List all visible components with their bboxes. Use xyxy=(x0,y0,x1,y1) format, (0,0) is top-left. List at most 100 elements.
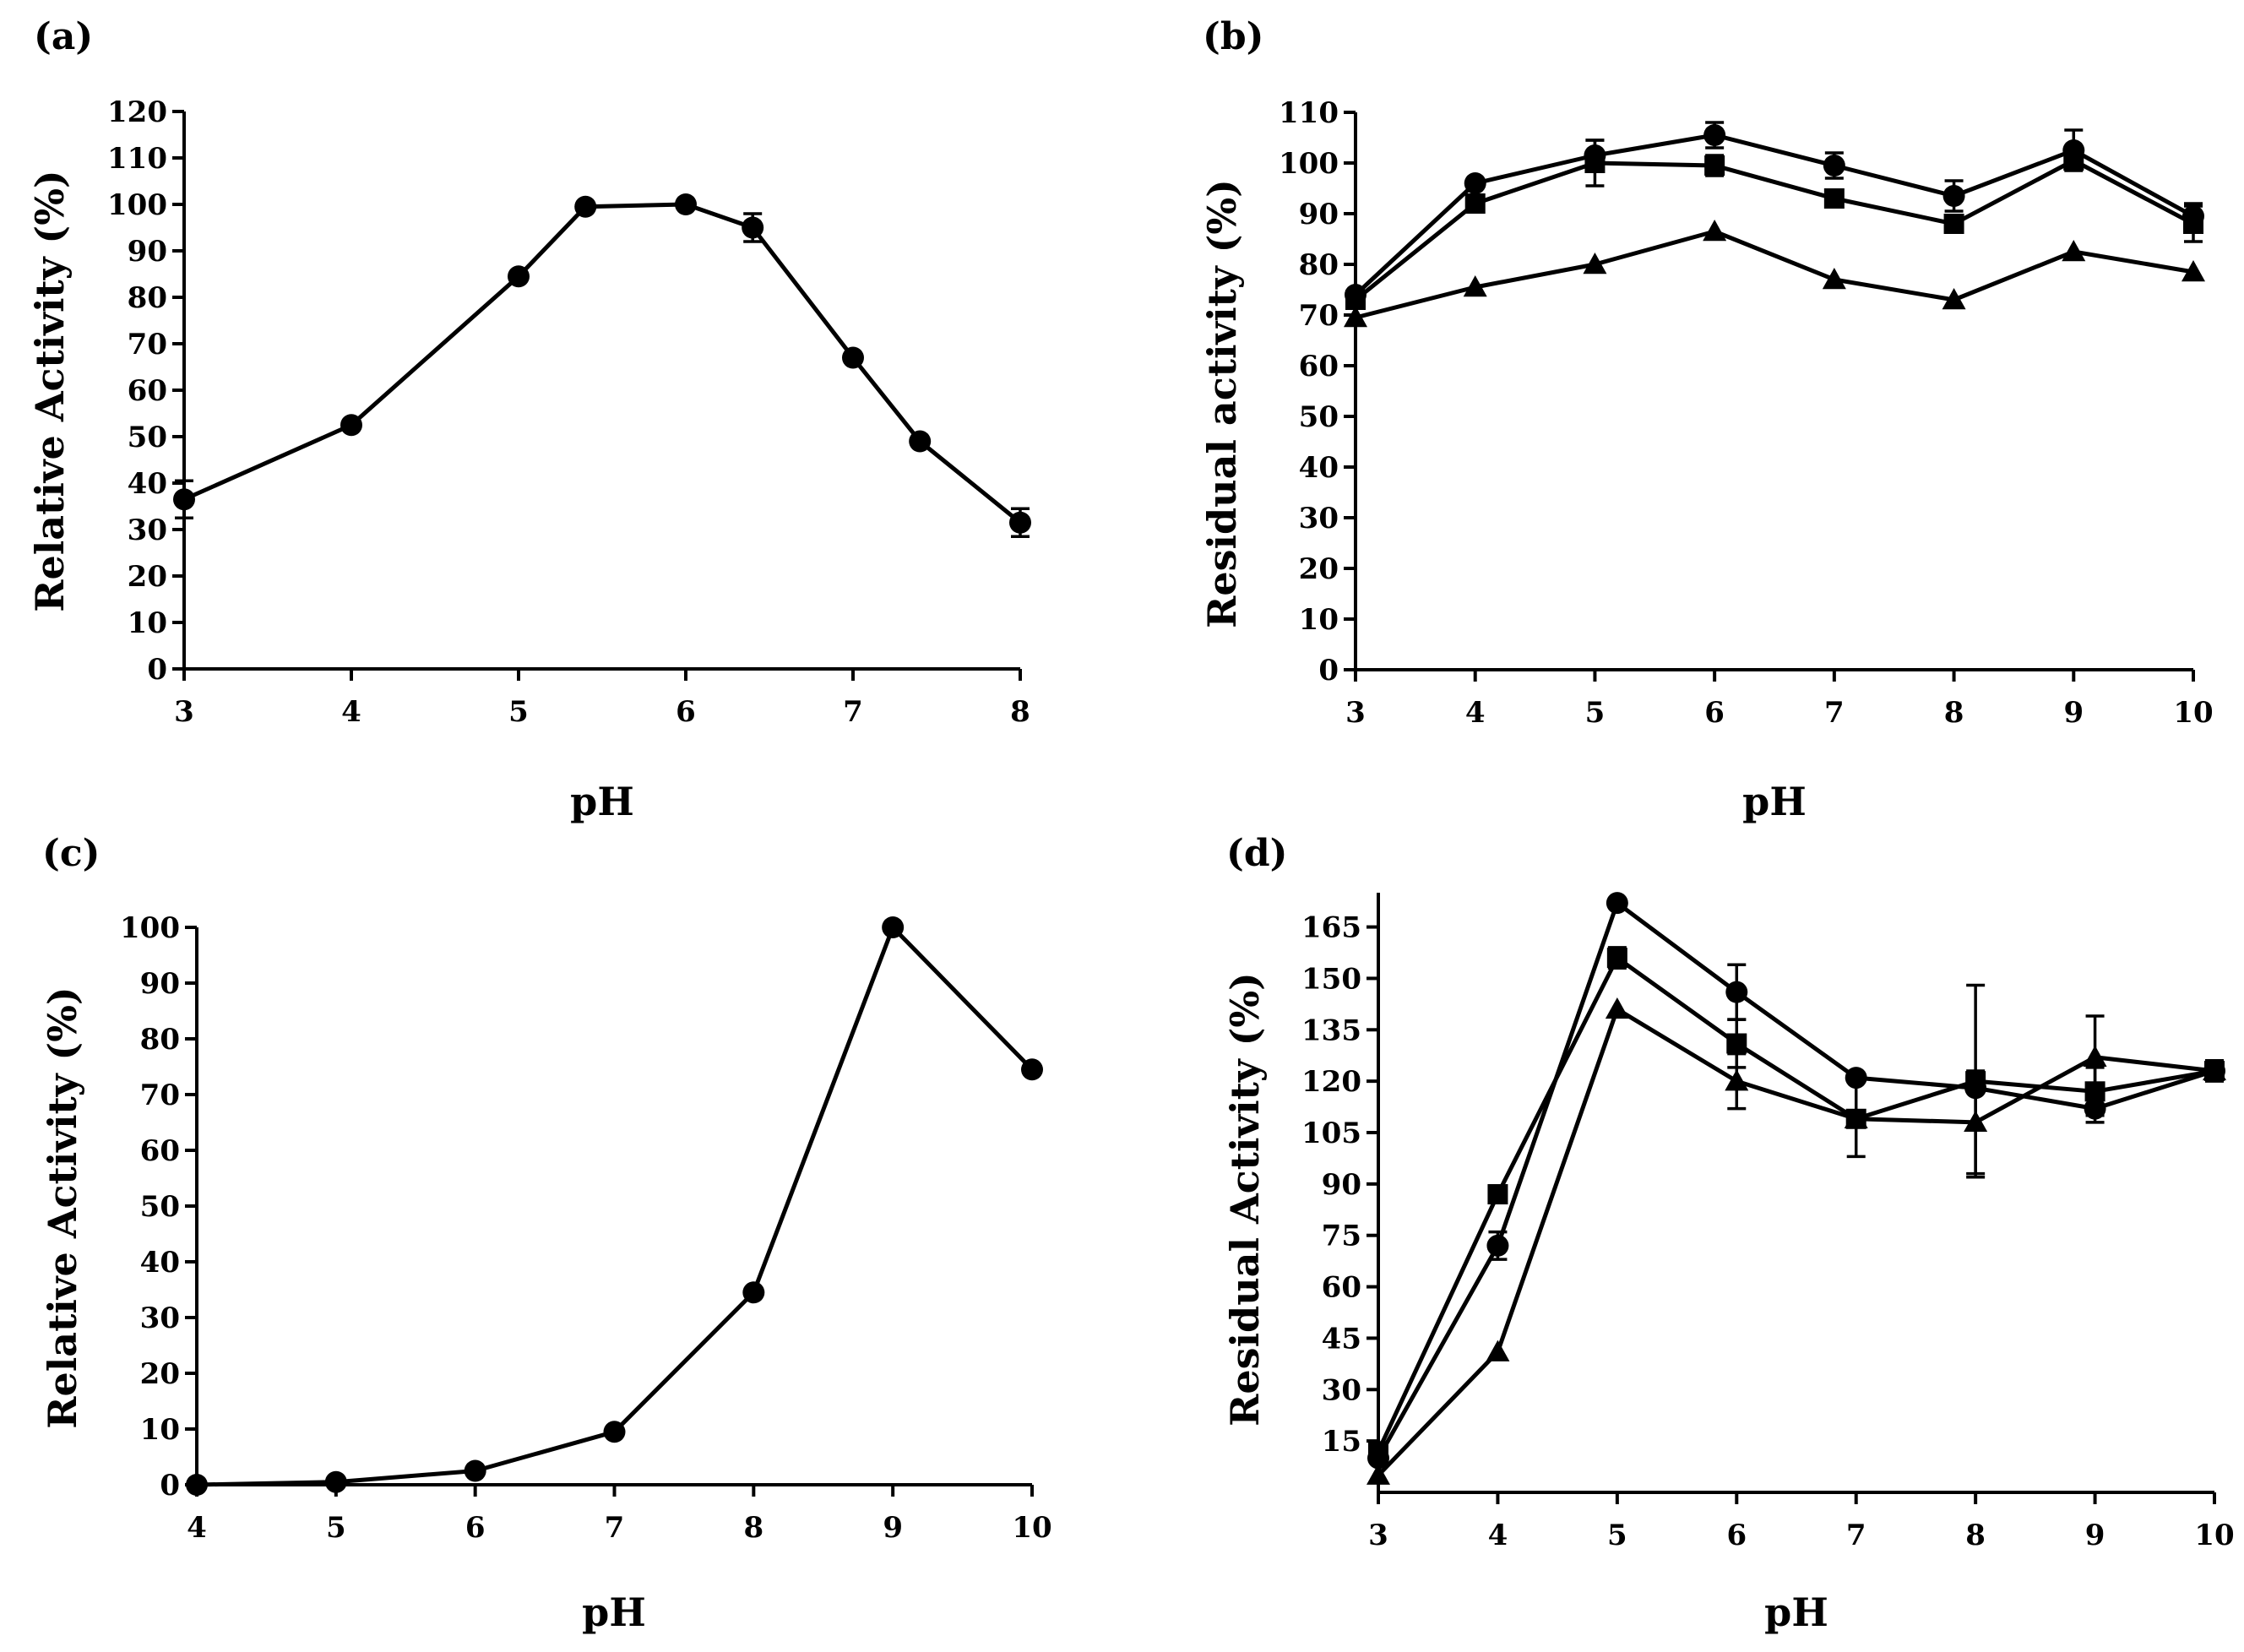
panel-b-y-tick-label: 90 xyxy=(1299,198,1339,231)
panel-c-y-tick-label: 60 xyxy=(140,1134,180,1168)
panel-a-series-circle-line xyxy=(182,202,1022,524)
panel-c-x-axis-title: pH xyxy=(582,1590,646,1635)
panel-d-y-tick-label: 60 xyxy=(1322,1271,1361,1305)
panel-d-y-tick-label: 90 xyxy=(1322,1168,1361,1202)
panel-a-y-tick-label: 0 xyxy=(147,653,167,687)
panel-d-square-point xyxy=(1726,1033,1747,1054)
panel-b: (b) pH Residual activity (%) 0 10 20 30 40 50… xyxy=(1199,15,2214,824)
panel-b-circle-point xyxy=(1942,185,1965,207)
panel-d-triangle-point xyxy=(1844,1106,1868,1128)
panel-b-circle-point xyxy=(1823,155,1845,177)
panel-c-x-tick-label: 8 xyxy=(743,1511,763,1545)
panel-a-circle-point xyxy=(1009,511,1031,534)
panel-c-y-tick-label: 50 xyxy=(140,1190,180,1224)
panel-b-y-tick-label: 110 xyxy=(1279,96,1339,130)
panel-d-square-point xyxy=(1487,1184,1508,1205)
panel-a-y-tick-label: 120 xyxy=(107,95,167,129)
panel-d-x-tick-label: 3 xyxy=(1368,1519,1388,1552)
panel-b-x-tick-label: 8 xyxy=(1944,696,1964,730)
panel-a-circle-point xyxy=(340,414,362,437)
panel-b-y-tick-label: 0 xyxy=(1318,654,1339,687)
panel-a-y-tick-label: 60 xyxy=(128,374,167,408)
panel-b-triangle-point xyxy=(2182,260,2205,282)
panel-c-circle-point xyxy=(1021,1058,1043,1081)
panel-c-x-tick-label: 5 xyxy=(326,1511,346,1545)
panel-a-y-tick-label: 10 xyxy=(128,606,167,640)
panel-a-x-tick-label: 6 xyxy=(676,695,696,729)
panel-b-square-point xyxy=(1823,188,1845,209)
panel-c-y-tick-label: 70 xyxy=(140,1079,180,1112)
panel-b-x-tick-label: 6 xyxy=(1704,696,1725,730)
panel-a-y-tick-label: 90 xyxy=(128,235,167,269)
panel-a-y-tick-label: 40 xyxy=(128,467,167,501)
panel-d-y-tick-label: 120 xyxy=(1301,1065,1361,1099)
panel-d-triangle-point xyxy=(1964,1110,1988,1133)
panel-d-circle-point xyxy=(1606,892,1628,915)
panel-b-y-tick-label: 30 xyxy=(1299,502,1339,535)
panel-a-x-tick-label: 5 xyxy=(508,695,529,729)
panel-b-triangle-point xyxy=(1344,306,1367,328)
panel-c-circle-point xyxy=(882,916,905,938)
panel-d-series-triangle xyxy=(1367,997,2226,1485)
panel-b-triangle-point xyxy=(1703,220,1727,242)
panel-b-y-tick-label: 100 xyxy=(1279,147,1339,181)
panel-d-y-tick-label: 30 xyxy=(1322,1373,1361,1407)
panel-c: (c) pH Relative Activity (%) 0 10 20 30 40 50… xyxy=(40,832,1052,1635)
panel-a-y-tick-label: 30 xyxy=(128,514,167,547)
panel-b-y-tick-label: 40 xyxy=(1299,451,1339,485)
panel-b-x-tick-label: 7 xyxy=(1824,696,1845,730)
panel-c-circle-point xyxy=(324,1470,347,1493)
panel-d-x-tick-label: 4 xyxy=(1488,1519,1508,1552)
panel-a-series-circle xyxy=(173,193,1031,538)
panel-d-circle-point xyxy=(1486,1234,1509,1257)
panel-b-triangle-point xyxy=(1942,288,1966,310)
panel-c-x-tick-label: 6 xyxy=(465,1511,486,1545)
panel-d: (d) pH Residual Activity (%) 15304560759… xyxy=(1222,832,2235,1635)
panel-d-circle-point xyxy=(1725,981,1748,1003)
panel-c-series-circle xyxy=(186,916,1043,1496)
panel-d-y-tick-label: 15 xyxy=(1322,1425,1361,1459)
panel-b-square-point xyxy=(2063,150,2084,171)
panel-b-triangle-point xyxy=(1463,275,1487,297)
panel-d-y-tick-label: 135 xyxy=(1301,1013,1361,1047)
panel-b-x-tick-label: 4 xyxy=(1465,696,1486,730)
panel-d-triangle-point xyxy=(2203,1058,2226,1081)
panel-c-y-tick-label: 80 xyxy=(140,1023,180,1057)
panel-a-x-tick-label: 4 xyxy=(341,695,361,729)
panel-c-x-tick-label: 4 xyxy=(187,1511,207,1545)
panel-d-y-tick-label: 75 xyxy=(1322,1220,1361,1253)
panel-b-x-tick-label: 5 xyxy=(1585,696,1606,730)
panel-d-series-triangle-line xyxy=(1377,1007,2215,1477)
panel-a-y-tick-label: 20 xyxy=(128,560,167,594)
panel-c-circle-point xyxy=(464,1459,486,1482)
panel-a-label: (a) xyxy=(34,15,93,58)
panel-b-circle-point xyxy=(1703,124,1726,146)
panel-d-x-tick-label: 5 xyxy=(1607,1519,1627,1552)
panel-a: (a) pH Relative Activity (%) 0 10 20 30 40 50… xyxy=(27,15,1031,824)
panel-c-y-tick-label: 100 xyxy=(120,911,180,945)
panel-b-x-tick-label: 9 xyxy=(2063,696,2084,730)
panel-d-triangle-point xyxy=(2083,1045,2107,1067)
panel-c-y-axis-title: Relative Activity (%) xyxy=(40,986,85,1428)
panel-b-series-triangle-line xyxy=(1355,229,2194,320)
panel-a-circle-point xyxy=(675,193,697,215)
panel-b-square-point xyxy=(1464,193,1486,214)
panel-b-y-tick-label: 70 xyxy=(1299,299,1339,333)
panel-d-y-tick-label: 165 xyxy=(1301,911,1361,945)
panel-d-x-tick-label: 9 xyxy=(2085,1519,2105,1552)
panel-d-x-tick-label: 8 xyxy=(1965,1519,1986,1552)
panel-d-label: (d) xyxy=(1226,832,1287,875)
panel-a-x-tick-label: 3 xyxy=(174,695,194,729)
panel-d-triangle-point xyxy=(1725,1069,1749,1091)
panel-c-label: (c) xyxy=(42,832,100,875)
panel-b-y-axis-title: Residual activity (%) xyxy=(1199,179,1245,628)
panel-a-x-tick-label: 8 xyxy=(1010,695,1030,729)
panel-d-square-point xyxy=(1368,1441,1388,1462)
panel-b-label: (b) xyxy=(1203,15,1263,58)
panel-c-x-tick-label: 9 xyxy=(883,1511,903,1545)
panel-b-series-circle-line xyxy=(1354,133,2195,296)
panel-a-circle-point xyxy=(173,488,195,511)
panel-d-y-tick-label: 45 xyxy=(1322,1322,1361,1356)
panel-d-y-axis-title: Residual Activity (%) xyxy=(1222,972,1268,1426)
panel-b-square-point xyxy=(1704,155,1725,176)
